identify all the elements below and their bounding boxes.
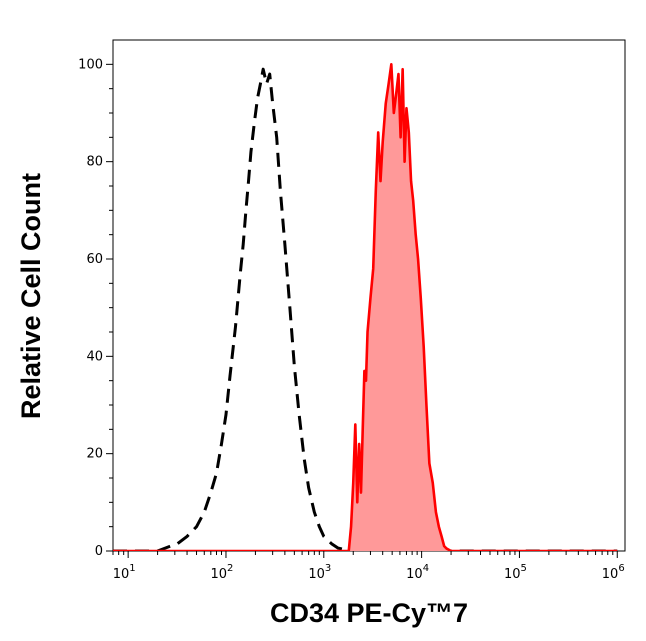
x-tick-label: 102 bbox=[211, 563, 234, 582]
y-axis-ticks: 0 20 40 60 80 100 bbox=[78, 57, 113, 559]
series-1-fill bbox=[113, 64, 618, 551]
y-tick-label: 60 bbox=[86, 252, 103, 267]
y-tick-label: 0 bbox=[95, 544, 103, 559]
x-tick-label: 104 bbox=[406, 563, 429, 582]
y-tick-label: 100 bbox=[78, 57, 103, 72]
x-tick-label: 101 bbox=[113, 563, 136, 582]
x-tick-label: 105 bbox=[504, 563, 527, 582]
x-axis-ticks: 101 102 103 104 105 106 bbox=[112, 551, 625, 582]
plot-area bbox=[113, 63, 618, 551]
y-tick-label: 80 bbox=[86, 155, 103, 170]
series-1-line bbox=[113, 63, 618, 551]
y-tick-label: 20 bbox=[86, 447, 103, 462]
series-0-line bbox=[113, 67, 618, 551]
y-tick-label: 40 bbox=[86, 349, 103, 364]
x-tick-label: 106 bbox=[602, 563, 625, 582]
x-axis-title: CD34 PE-Cy™7 bbox=[270, 598, 468, 628]
series-layer bbox=[113, 63, 618, 551]
y-axis-title: Relative Cell Count bbox=[16, 173, 46, 419]
x-tick-label: 103 bbox=[308, 563, 331, 582]
